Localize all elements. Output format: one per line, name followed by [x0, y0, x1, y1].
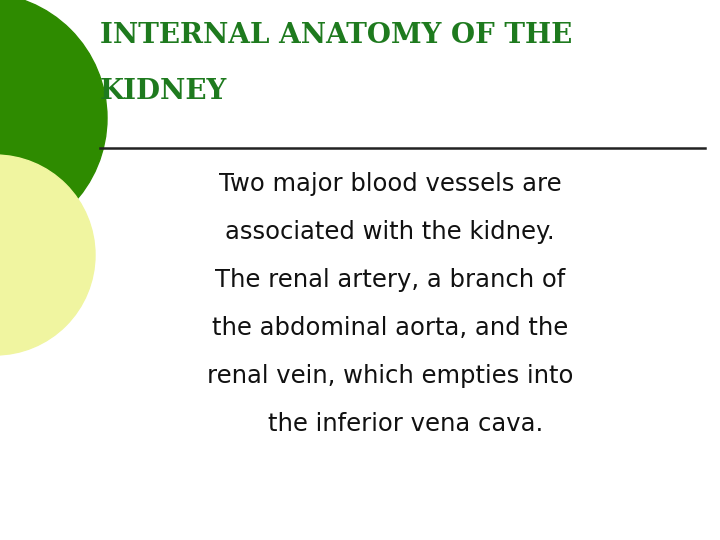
Text: the abdominal aorta, and the: the abdominal aorta, and the [212, 316, 568, 340]
Text: the inferior vena cava.: the inferior vena cava. [237, 412, 543, 436]
Text: The renal artery, a branch of: The renal artery, a branch of [215, 268, 565, 292]
Text: INTERNAL ANATOMY OF THE: INTERNAL ANATOMY OF THE [100, 22, 572, 49]
Text: renal vein, which empties into: renal vein, which empties into [207, 364, 573, 388]
Text: KIDNEY: KIDNEY [100, 78, 228, 105]
Circle shape [0, 155, 95, 355]
Text: associated with the kidney.: associated with the kidney. [225, 220, 555, 244]
Text: Two major blood vessels are: Two major blood vessels are [219, 172, 562, 196]
Circle shape [0, 0, 107, 243]
